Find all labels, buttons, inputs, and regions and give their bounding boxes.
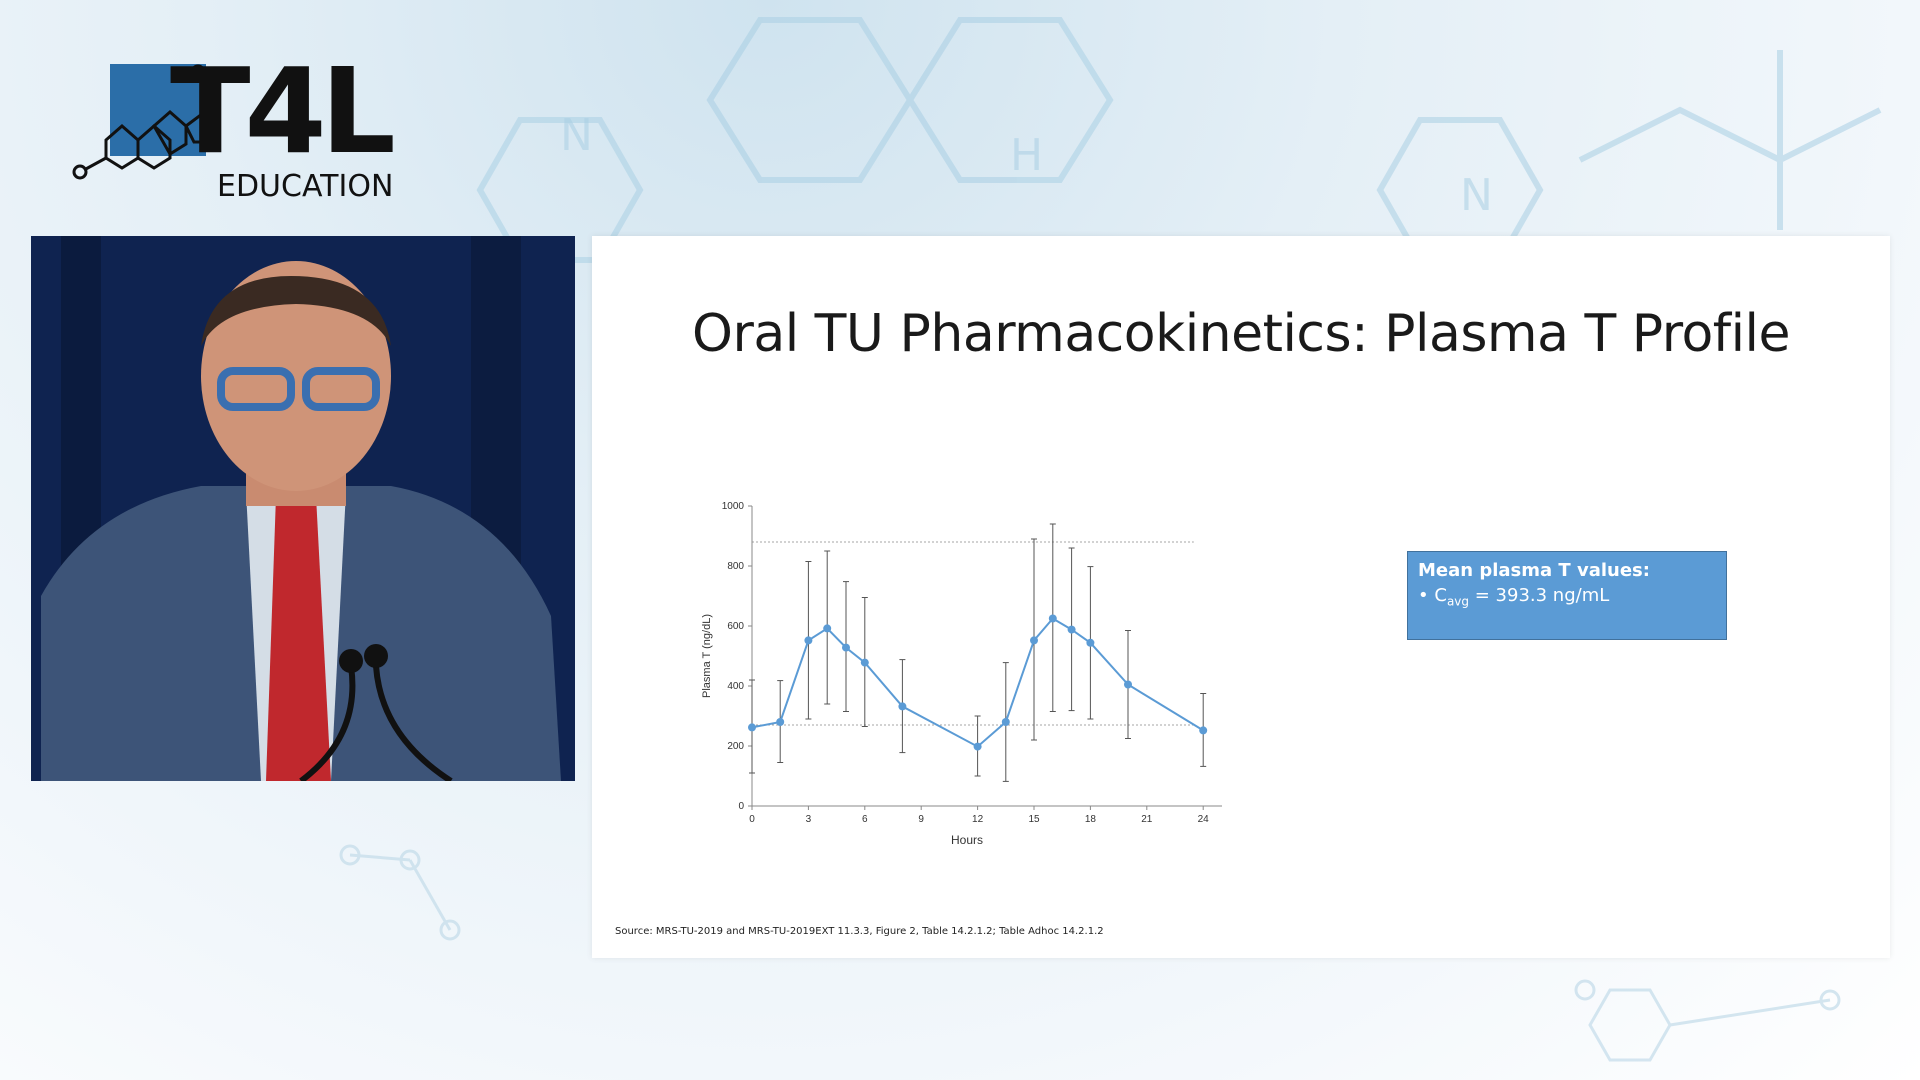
data-point bbox=[748, 723, 756, 732]
x-tick-label: 15 bbox=[1028, 814, 1040, 825]
data-point bbox=[1124, 680, 1132, 689]
logo-brand-text: T4L bbox=[170, 42, 393, 180]
x-tick-label: 18 bbox=[1085, 814, 1097, 825]
svg-text:N: N bbox=[560, 110, 593, 161]
mean-values-callout: Mean plasma T values: • Cavg = 393.3 ng/… bbox=[1407, 551, 1727, 640]
callout-heading: Mean plasma T values: bbox=[1418, 560, 1650, 581]
t4l-education-logo: T4L EDUCATION bbox=[72, 42, 399, 204]
callout-bullet: • bbox=[1418, 585, 1429, 606]
y-tick-label: 0 bbox=[738, 801, 744, 812]
x-tick-label: 24 bbox=[1198, 814, 1210, 825]
data-point bbox=[842, 643, 850, 652]
y-tick-label: 400 bbox=[727, 681, 744, 692]
data-point bbox=[776, 718, 785, 726]
data-point bbox=[1048, 614, 1057, 623]
svg-text:N: N bbox=[1460, 170, 1493, 221]
callout-cavg-item: • Cavg = 393.3 ng/mL bbox=[1418, 585, 1716, 609]
callout-cavg-label: Cavg bbox=[1434, 585, 1470, 609]
x-tick-label: 3 bbox=[806, 814, 812, 825]
presentation-slide: Oral TU Pharmacokinetics: Plasma T Profi… bbox=[592, 236, 1890, 958]
plasma-t-chart: 0 200 400 600 800 1000 0 3 6 9 12 15 18 21 24 Hours Plas… bbox=[701, 501, 1222, 847]
data-point bbox=[860, 658, 869, 667]
x-tick-label: 0 bbox=[749, 814, 755, 825]
y-axis-label: Plasma T (ng/dL) bbox=[701, 614, 713, 698]
svg-text:H: H bbox=[1010, 130, 1043, 181]
data-point bbox=[823, 624, 832, 633]
x-tick-label: 6 bbox=[862, 814, 868, 825]
data-point bbox=[1067, 625, 1076, 634]
y-tick-label: 1000 bbox=[722, 501, 745, 512]
data-point bbox=[973, 742, 982, 751]
x-tick-label: 12 bbox=[972, 814, 984, 825]
data-point bbox=[1001, 718, 1010, 726]
y-tick-label: 800 bbox=[727, 561, 744, 572]
data-point bbox=[1030, 636, 1038, 645]
presenter-image bbox=[31, 236, 575, 781]
y-tick-label: 600 bbox=[727, 621, 744, 632]
data-point bbox=[898, 702, 907, 711]
y-tick-label: 200 bbox=[727, 741, 744, 752]
presenter-video bbox=[31, 236, 575, 781]
data-point bbox=[1086, 638, 1095, 647]
x-tick-label: 21 bbox=[1141, 814, 1153, 825]
x-tick-label: 9 bbox=[918, 814, 924, 825]
logo-subtitle-text: EDUCATION bbox=[217, 169, 393, 204]
source-footnote: Source: MRS-TU-2019 and MRS-TU-2019EXT 1… bbox=[615, 926, 1104, 937]
callout-cavg-value: = 393.3 ng/mL bbox=[1474, 585, 1610, 606]
data-point bbox=[804, 636, 813, 645]
x-axis-label: Hours bbox=[951, 833, 983, 847]
data-point bbox=[1199, 726, 1208, 735]
slide-title: Oral TU Pharmacokinetics: Plasma T Profi… bbox=[692, 304, 1790, 364]
